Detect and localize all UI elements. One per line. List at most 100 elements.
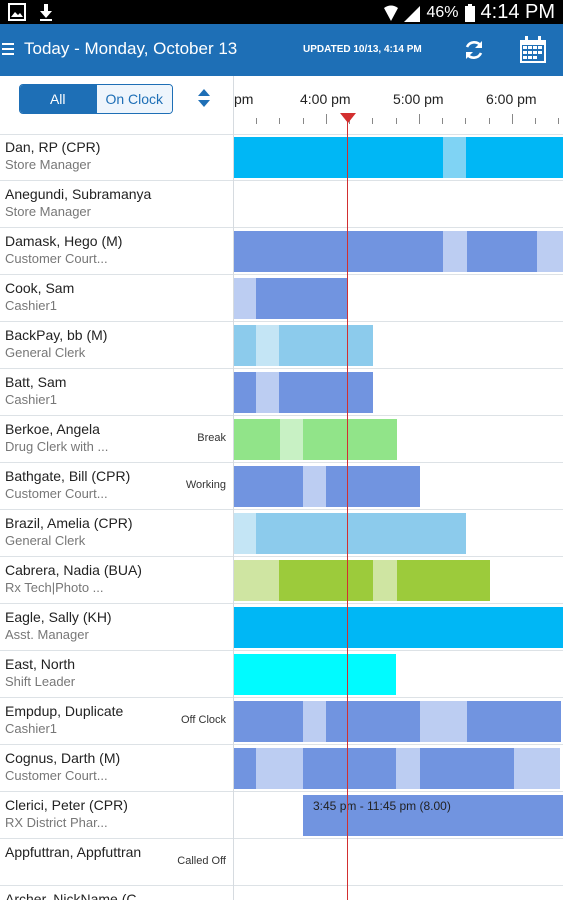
shift-segment[interactable] <box>537 231 563 272</box>
employee-row[interactable]: Brazil, Amelia (CPR) General Clerk <box>0 510 563 557</box>
employee-status: Working <box>185 479 226 491</box>
employee-row[interactable]: Damask, Hego (M) Customer Court... <box>0 228 563 275</box>
shift-segment[interactable] <box>303 419 397 460</box>
shift-segment[interactable] <box>234 419 280 460</box>
employee-name: Cook, Sam <box>5 280 75 296</box>
shift-segment[interactable] <box>326 701 420 742</box>
employee-name: BackPay, bb (M) <box>5 327 108 343</box>
shift-segment[interactable] <box>279 325 373 366</box>
timeline-hour-label: pm <box>234 91 254 107</box>
battery-percent: 46% <box>426 3 459 21</box>
clock-filter-toggle: All On Clock <box>19 84 173 114</box>
shift-segment[interactable] <box>326 466 420 507</box>
app-bar: Today - Monday, October 13 UPDATED 10/13… <box>0 24 563 76</box>
timeline-tick <box>535 118 536 124</box>
employee-row[interactable]: Anegundi, Subramanya Store Manager <box>0 181 563 228</box>
shift-segment[interactable] <box>396 748 420 789</box>
timeline-hour-label: 6:00 pm <box>486 91 537 107</box>
employee-row[interactable]: Cook, Sam Cashier1 <box>0 275 563 322</box>
employee-name: Brazil, Amelia (CPR) <box>5 515 133 531</box>
timeline-tick <box>303 118 304 124</box>
timeline-tick <box>419 114 420 124</box>
shift-segment[interactable] <box>234 372 256 413</box>
shift-segment[interactable] <box>256 372 279 413</box>
shift-segment[interactable] <box>373 560 397 601</box>
employee-row[interactable]: Berkoe, Angela Drug Clerk with ... Break <box>0 416 563 463</box>
shift-segment[interactable] <box>234 513 256 554</box>
gallery-icon <box>8 3 26 21</box>
list-top-edge <box>0 126 563 135</box>
employee-name: Cabrera, Nadia (BUA) <box>5 562 142 578</box>
shift-segment[interactable] <box>397 560 490 601</box>
employee-row[interactable]: Appfuttran, Appfuttran Called Off <box>0 839 563 886</box>
timeline-header[interactable]: pm 4:00 pm 5:00 pm 6:00 pm <box>234 76 563 126</box>
shift-segment[interactable] <box>467 701 561 742</box>
shift-segment[interactable] <box>373 513 466 554</box>
shift-segment[interactable] <box>234 607 563 648</box>
shift-segment[interactable] <box>303 701 326 742</box>
shift-segment[interactable]: 3:45 pm - 11:45 pm (8.00) <box>303 795 563 836</box>
employee-row[interactable]: Empdup, Duplicate Cashier1 Off Clock <box>0 698 563 745</box>
employee-name: Batt, Sam <box>5 374 67 390</box>
column-divider <box>233 76 234 900</box>
shift-segment[interactable] <box>443 231 467 272</box>
filter-all-button[interactable]: All <box>20 85 96 113</box>
shift-segment[interactable] <box>467 231 537 272</box>
shift-segment[interactable] <box>302 231 443 272</box>
shift-segment[interactable] <box>279 560 373 601</box>
status-bar: 46% 4:14 PM <box>0 0 563 24</box>
shift-segment[interactable] <box>234 560 279 601</box>
employee-name: Eagle, Sally (KH) <box>5 609 112 625</box>
updated-timestamp: UPDATED 10/13, 4:14 PM <box>303 44 422 55</box>
employee-row[interactable]: Eagle, Sally (KH) Asst. Manager <box>0 604 563 651</box>
shift-segment[interactable] <box>234 654 396 695</box>
shift-segment[interactable] <box>279 372 373 413</box>
shift-segment[interactable] <box>234 231 302 272</box>
shift-segment[interactable] <box>256 748 303 789</box>
shift-segment[interactable] <box>514 748 560 789</box>
calendar-icon[interactable] <box>518 35 548 65</box>
refresh-icon[interactable] <box>462 38 486 62</box>
timeline-tick <box>512 114 513 124</box>
shift-segment[interactable] <box>280 419 303 460</box>
employee-name: Archer, NickName (C... <box>5 891 149 900</box>
employee-name: Cognus, Darth (M) <box>5 750 121 766</box>
shift-segment[interactable] <box>256 325 279 366</box>
employee-name: Berkoe, Angela <box>5 421 100 437</box>
employee-row[interactable]: BackPay, bb (M) General Clerk <box>0 322 563 369</box>
menu-icon[interactable] <box>2 40 14 60</box>
shift-segment[interactable] <box>466 137 563 178</box>
shift-segment[interactable] <box>256 513 373 554</box>
shift-segment[interactable] <box>234 137 443 178</box>
shift-segment[interactable] <box>234 748 256 789</box>
employee-row[interactable]: Archer, NickName (C...Called Off <box>0 886 563 900</box>
employee-row[interactable]: Clerici, Peter (CPR) RX District Phar... 3… <box>0 792 563 839</box>
shift-segment[interactable] <box>420 701 467 742</box>
timeline-tick <box>256 118 257 124</box>
employee-role: Cashier1 <box>5 392 58 407</box>
timeline-tick <box>372 118 373 124</box>
wifi-icon <box>384 5 399 21</box>
employee-row[interactable]: Cabrera, Nadia (BUA) Rx Tech|Photo ... <box>0 557 563 604</box>
sort-icon[interactable] <box>197 88 211 108</box>
employee-row[interactable]: Cognus, Darth (M) Customer Court... <box>0 745 563 792</box>
shift-segment[interactable] <box>256 278 348 319</box>
current-time-marker-icon <box>340 113 356 123</box>
shift-segment[interactable] <box>234 325 256 366</box>
shift-segment[interactable] <box>303 466 326 507</box>
employee-row[interactable]: Bathgate, Bill (CPR) Customer Court... Wor… <box>0 463 563 510</box>
shift-segment[interactable] <box>303 748 396 789</box>
shift-segment[interactable] <box>443 137 466 178</box>
shift-segment[interactable] <box>234 278 256 319</box>
filter-on-clock-button[interactable]: On Clock <box>95 85 172 113</box>
employee-role: Store Manager <box>5 204 91 219</box>
employee-row[interactable]: Dan, RP (CPR) Store Manager <box>0 134 563 181</box>
shift-segment[interactable] <box>234 701 303 742</box>
employee-name: Damask, Hego (M) <box>5 233 123 249</box>
employee-row[interactable]: Batt, Sam Cashier1 <box>0 369 563 416</box>
employee-role: Cashier1 <box>5 298 58 313</box>
shift-segment[interactable] <box>420 748 514 789</box>
shift-segment[interactable] <box>234 466 303 507</box>
employee-row[interactable]: East, North Shift Leader <box>0 651 563 698</box>
employee-schedule-list[interactable]: Dan, RP (CPR) Store Manager Anegundi, Subr… <box>0 134 563 900</box>
